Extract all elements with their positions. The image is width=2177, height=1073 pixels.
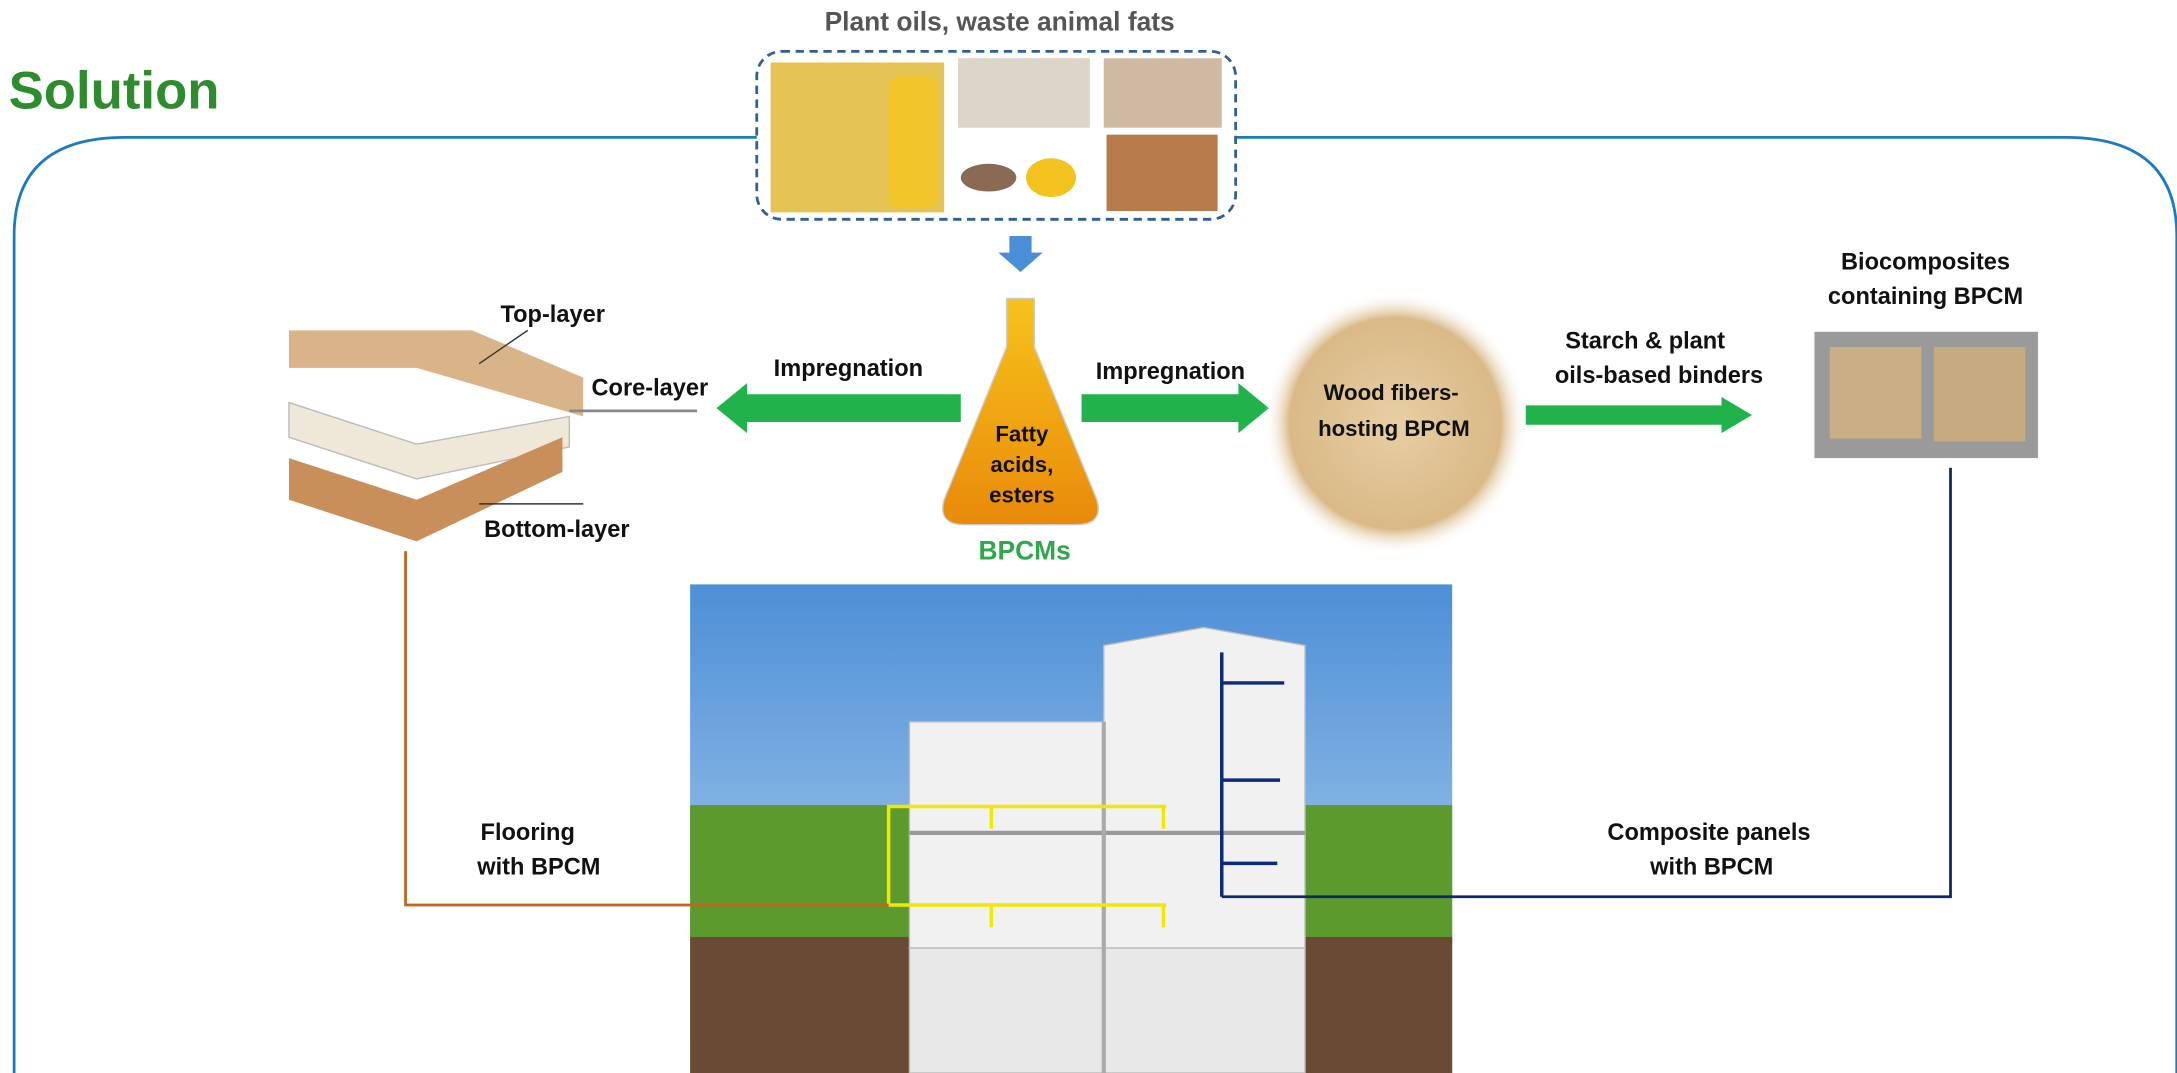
flask-text: acids, xyxy=(990,452,1053,477)
wood-label: Wood fibers- xyxy=(1324,380,1459,405)
wood-label: hosting BPCM xyxy=(1318,416,1470,441)
impregnation-label: Impregnation xyxy=(774,355,923,381)
impregnation-label: Impregnation xyxy=(1096,358,1245,384)
basement xyxy=(909,948,1305,1073)
layer-label: Top-layer xyxy=(501,301,605,327)
panel-sample xyxy=(1830,347,1922,439)
animal-photo xyxy=(1104,58,1222,127)
biocomp-label: Biocomposites xyxy=(1841,248,2010,274)
fat-photo xyxy=(958,58,1090,127)
meat-photo xyxy=(1107,135,1218,211)
arrow-binders xyxy=(1526,397,1752,433)
diagram: Solution Plant oils, waste animal fats F… xyxy=(0,0,2177,1073)
flask-text: Fatty xyxy=(995,421,1049,446)
arrow-right xyxy=(1082,383,1269,433)
title: Solution xyxy=(9,61,220,120)
panel-sample xyxy=(1934,347,2026,441)
oil-bowl xyxy=(1026,158,1076,197)
flask-text: esters xyxy=(989,482,1054,507)
arrow-left xyxy=(716,383,960,433)
flooring-caption: with BPCM xyxy=(476,854,600,880)
layer-label: Bottom-layer xyxy=(484,516,629,542)
binders-label: oils-based binders xyxy=(1555,362,1763,388)
flask-label: BPCMs xyxy=(979,535,1071,565)
panels-caption: with BPCM xyxy=(1649,854,1773,880)
top-layer xyxy=(289,330,583,416)
binders-label: Starch & plant xyxy=(1565,327,1725,353)
fish xyxy=(961,164,1017,192)
bottle xyxy=(889,76,938,208)
source-label: Plant oils, waste animal fats xyxy=(825,7,1175,37)
flooring-caption: Flooring xyxy=(481,819,575,845)
down-arrow xyxy=(998,236,1042,272)
panels-caption: Composite panels xyxy=(1607,819,1810,845)
biocomp-label: containing BPCM xyxy=(1828,283,2023,309)
layer-label: Core-layer xyxy=(592,375,709,401)
